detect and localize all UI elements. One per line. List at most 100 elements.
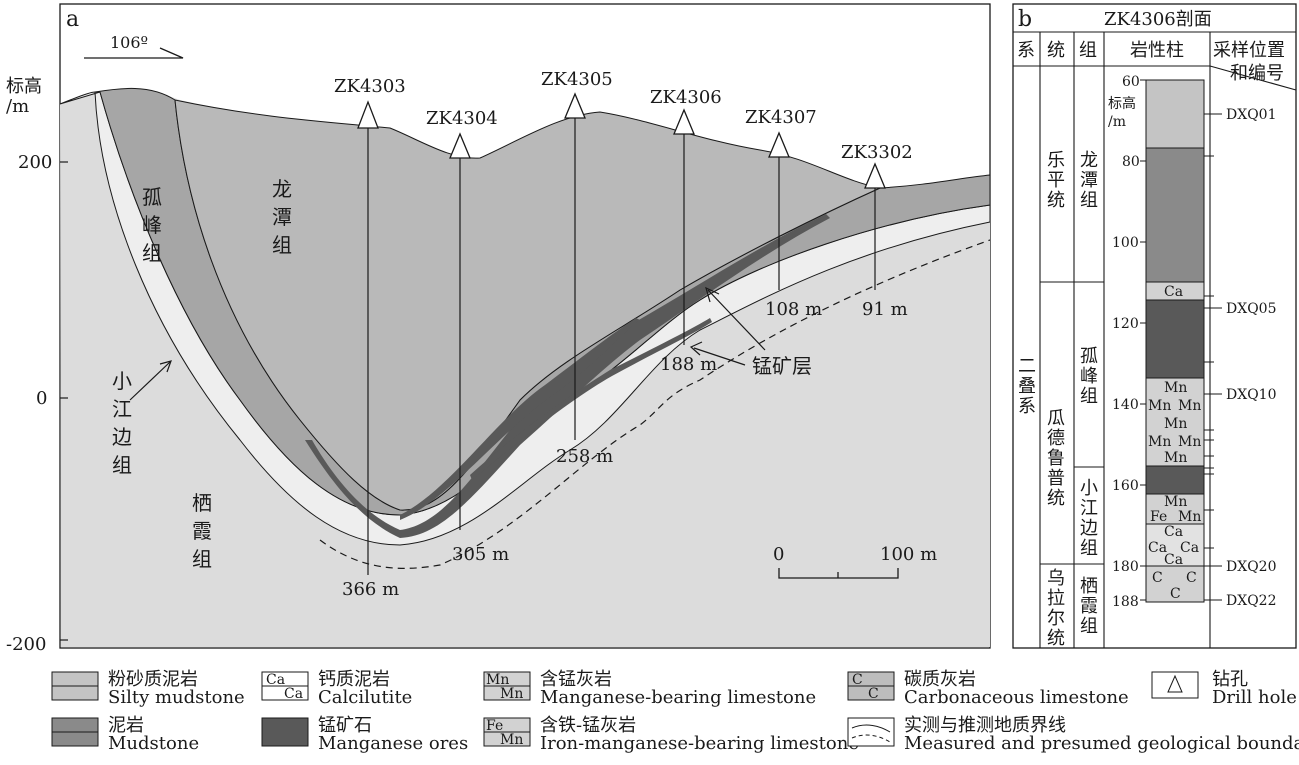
svg-text:C: C <box>1152 570 1163 586</box>
sample-label: DXQ22 <box>1226 593 1276 609</box>
svg-text:Ca: Ca <box>266 672 285 688</box>
sample-label: DXQ05 <box>1226 301 1276 317</box>
svg-text:/m: /m <box>1108 114 1126 130</box>
svg-text:含锰灰岩: 含锰灰岩 <box>540 669 612 690</box>
svg-text:峰: 峰 <box>142 213 162 237</box>
depth-axis <box>1140 79 1147 602</box>
label-xiaojiangbian: 小 江 边 组 <box>112 369 132 477</box>
svg-text:实测与推测地质界线: 实测与推测地质界线 <box>904 715 1066 736</box>
svg-text:平: 平 <box>1047 170 1065 191</box>
legend-c-limestone: C C 碳质灰岩 Carbonaceous limestone <box>847 669 1129 708</box>
svg-text:孤: 孤 <box>142 185 162 209</box>
drillhole-name: ZK3302 <box>841 142 913 163</box>
svg-text:粉砂质泥岩: 粉砂质泥岩 <box>108 669 198 690</box>
svg-text:Fe: Fe <box>486 718 503 734</box>
svg-text:Mn: Mn <box>1178 398 1201 414</box>
svg-text:C: C <box>868 686 879 702</box>
legend-boundaries: 实测与推测地质界线 Measured and presumed geologic… <box>847 715 1299 754</box>
ore-layer-label: 锰矿层 <box>752 354 812 378</box>
panel-label: b <box>1018 7 1032 32</box>
svg-text:孤: 孤 <box>1080 346 1098 367</box>
header-formation: 组 <box>1079 40 1097 61</box>
svg-text:Ca: Ca <box>1164 552 1183 568</box>
header-lithology: 岩性柱 <box>1130 40 1184 61</box>
svg-text:Mn: Mn <box>1178 509 1201 525</box>
svg-text:潭: 潭 <box>272 205 292 229</box>
drillhole-depth: 188 m <box>660 354 717 375</box>
legend-mn-ore: 锰矿石 Manganese ores <box>261 715 468 754</box>
svg-text:Calcilutite: Calcilutite <box>318 687 412 708</box>
svg-text:统: 统 <box>1047 190 1065 211</box>
svg-text:0: 0 <box>773 544 784 565</box>
svg-text:瓜: 瓜 <box>1047 408 1065 429</box>
svg-text:边: 边 <box>112 425 132 449</box>
svg-text:霞: 霞 <box>192 519 212 543</box>
drill-hole-icon <box>449 132 471 159</box>
svg-text:80: 80 <box>1122 154 1140 170</box>
drillhole-lines <box>367 118 876 575</box>
svg-text:标高: 标高 <box>1108 95 1136 112</box>
ore-layer-3 <box>470 318 712 480</box>
elevation-unit: /m <box>6 96 29 117</box>
orientation-indicator: 106º <box>84 33 184 59</box>
legend-calcilutite: Ca Ca 钙质泥岩 Calcilutite <box>261 669 412 708</box>
drillhole-markers <box>357 92 886 189</box>
svg-text:霞: 霞 <box>1080 596 1098 617</box>
section-title: ZK4306剖面 <box>1104 9 1212 30</box>
panel-a: ZK4303 ZK4304 ZK4305 ZK4306 ZK4307 ZK330… <box>6 3 991 655</box>
label-longtan: 龙 潭 组 <box>272 177 292 257</box>
drillhole-depth: 108 m <box>765 299 822 320</box>
svg-text:C: C <box>852 672 863 688</box>
legend-fe-mn-limestone: Fe Mn 含铁-锰灰岩 Iron-manganese-bearing lime… <box>483 715 859 754</box>
lithology-column: Ca Mn Mn Mn Mn Mn Mn Mn Mn Fe Mn Ca Ca C… <box>1145 79 1205 603</box>
svg-text:统: 统 <box>1047 488 1065 509</box>
svg-text:组: 组 <box>272 233 292 257</box>
svg-text:鲁: 鲁 <box>1047 448 1065 469</box>
svg-text:100 m: 100 m <box>880 544 937 565</box>
y-tick-label: 200 <box>18 152 52 173</box>
svg-text:泥岩: 泥岩 <box>108 715 144 736</box>
svg-text:Mn: Mn <box>1164 450 1187 466</box>
svg-text:拉: 拉 <box>1047 588 1065 609</box>
drill-hole-icon <box>864 162 886 189</box>
svg-text:Ca: Ca <box>284 686 303 702</box>
svg-text:Mn: Mn <box>500 732 523 748</box>
svg-text:C: C <box>1170 586 1181 602</box>
svg-text:栖: 栖 <box>1080 576 1098 597</box>
svg-text:江: 江 <box>112 397 132 421</box>
svg-text:Mn: Mn <box>1164 380 1187 396</box>
svg-text:潭: 潭 <box>1080 170 1098 191</box>
svg-text:Mudstone: Mudstone <box>108 733 199 754</box>
drill-hole-icon <box>357 100 379 129</box>
svg-text:二: 二 <box>1018 356 1036 377</box>
svg-text:组: 组 <box>142 241 162 265</box>
drill-hole-icon <box>768 131 790 158</box>
svg-text:峰: 峰 <box>1080 366 1098 387</box>
svg-text:Iron-manganese-bearing limesto: Iron-manganese-bearing limestone <box>540 733 859 754</box>
svg-text:组: 组 <box>1080 190 1098 211</box>
sample-label: DXQ20 <box>1226 559 1276 575</box>
header-sample-2: 和编号 <box>1230 63 1284 84</box>
svg-text:Fe: Fe <box>1150 509 1167 525</box>
svg-text:德: 德 <box>1047 428 1065 449</box>
svg-text:Mn: Mn <box>1164 416 1187 432</box>
drillhole-depth: 366 m <box>342 579 399 600</box>
drillhole-name: ZK4306 <box>650 87 722 108</box>
svg-text:Mn: Mn <box>1148 434 1171 450</box>
drillhole-depth: 305 m <box>452 544 509 565</box>
svg-text:叠: 叠 <box>1018 376 1036 397</box>
svg-text:Manganese ores: Manganese ores <box>318 733 468 754</box>
svg-text:组: 组 <box>112 453 132 477</box>
svg-text:Ca: Ca <box>1164 284 1183 300</box>
svg-text:小: 小 <box>112 369 132 393</box>
scale-bar: 0 100 m <box>773 544 937 579</box>
svg-text:尔: 尔 <box>1047 608 1065 629</box>
legend-silty-mudstone: 粉砂质泥岩 Silty mudstone <box>51 669 245 708</box>
svg-text:组: 组 <box>1080 538 1098 559</box>
svg-text:普: 普 <box>1047 468 1065 489</box>
svg-text:Mn: Mn <box>1178 434 1201 450</box>
y-tick-label: 0 <box>36 388 47 409</box>
header-system: 系 <box>1017 40 1035 61</box>
legend: 粉砂质泥岩 Silty mudstone Ca Ca 钙质泥岩 Calcilut… <box>51 669 1299 754</box>
